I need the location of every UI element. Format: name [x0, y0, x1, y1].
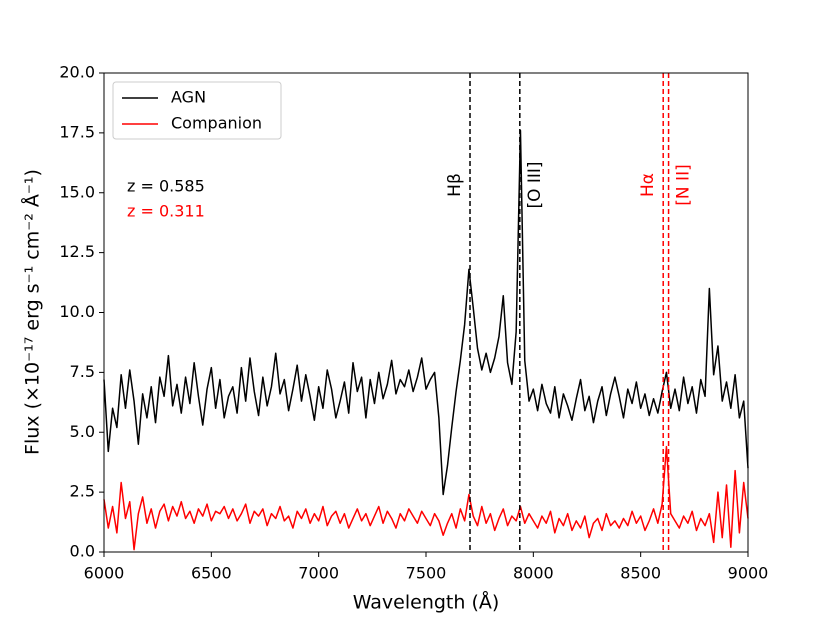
- x-tick-label: 7500: [406, 564, 447, 583]
- x-tick-label: 7000: [298, 564, 339, 583]
- reference-label: [N II]: [674, 164, 694, 205]
- annotation: z = 0.585: [127, 177, 205, 196]
- x-tick-label: 6000: [84, 564, 125, 583]
- x-axis-label: Wavelength (Å): [353, 591, 500, 614]
- y-tick-label: 15.0: [59, 182, 95, 201]
- y-tick-label: 0.0: [70, 542, 95, 561]
- reference-label: Hβ: [445, 173, 465, 197]
- y-tick-label: 7.5: [70, 362, 95, 381]
- y-tick-label: 10.0: [59, 302, 95, 321]
- reference-label: [O III]: [525, 161, 545, 208]
- y-tick-label: 12.5: [59, 242, 95, 261]
- y-tick-label: 2.5: [70, 482, 95, 501]
- y-axis-label: Flux (×10⁻¹⁷ erg s⁻¹ cm⁻² Å⁻¹): [21, 169, 44, 455]
- series-line: [103, 445, 749, 551]
- y-tick-label: 20.0: [59, 63, 95, 82]
- reference-label: Hα: [638, 173, 658, 197]
- y-tick-label: 5.0: [70, 422, 95, 441]
- legend-label: AGN: [171, 88, 206, 107]
- series-line: [103, 129, 749, 496]
- plot-frame: [103, 72, 749, 553]
- x-tick-label: 9000: [728, 564, 769, 583]
- annotation: z = 0.311: [127, 202, 205, 221]
- y-tick-label: 17.5: [59, 122, 95, 141]
- x-tick-label: 6500: [191, 564, 232, 583]
- x-tick-label: 8500: [620, 564, 661, 583]
- legend-label: Companion: [171, 114, 262, 133]
- x-tick-label: 8000: [513, 564, 554, 583]
